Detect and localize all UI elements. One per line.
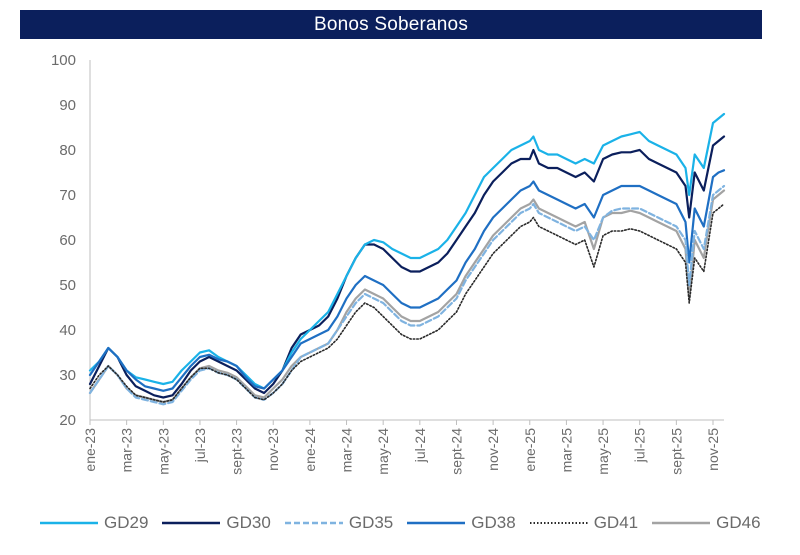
- line-chart: 20 30 40 50 60 70 80 90 100 ene-23 mar-23 may-23 ju…: [51, 52, 726, 475]
- x-tick-label: mar-23: [119, 428, 135, 473]
- x-tick-label: sept-23: [229, 428, 245, 475]
- y-tick-label: 40: [59, 322, 76, 339]
- series-line-gd30: [88, 135, 726, 399]
- legend-swatch: [652, 521, 711, 525]
- y-tick-label: 60: [59, 232, 76, 249]
- x-tick-label: mar-24: [339, 428, 355, 473]
- legend-item-gd38: GD38: [407, 513, 516, 533]
- series-line-gd41: [89, 203, 725, 403]
- legend-item-gd35: GD35: [284, 513, 394, 533]
- x-tick-label: jul-24: [412, 428, 428, 463]
- legend-swatch: [40, 521, 98, 525]
- legend-label: GD30: [226, 513, 271, 532]
- x-tick-label: ene-24: [302, 428, 318, 472]
- x-tick-label: nov-25: [705, 428, 721, 471]
- x-tick-label: sept-25: [668, 428, 684, 475]
- y-tick-label: 20: [59, 412, 76, 429]
- x-tick-label: jul-25: [632, 428, 648, 463]
- legend-swatch: [407, 521, 466, 525]
- series-line-gd46: [88, 189, 726, 404]
- legend: GD29 GD30 GD35 GD38 GD41 GD46: [40, 508, 780, 538]
- legend-label: GD38: [471, 513, 516, 532]
- legend-swatch: [529, 522, 588, 524]
- y-tick-label: 90: [59, 97, 76, 114]
- chart-title: Bonos Soberanos: [20, 10, 762, 39]
- x-tick-label: sept-24: [448, 428, 464, 475]
- x-tick-label: may-25: [595, 428, 611, 475]
- x-axis: ene-23 mar-23 may-23 jul-23 sept-23 nov-23 ene…: [82, 419, 724, 475]
- x-tick-label: jul-23: [192, 428, 208, 463]
- legend-swatch: [162, 521, 221, 525]
- legend-swatch: [284, 521, 343, 525]
- y-axis: 20 30 40 50 60 70 80 90 100: [51, 52, 91, 429]
- legend-item-gd29: GD29: [40, 513, 148, 533]
- y-tick-label: 50: [59, 277, 76, 294]
- x-tick-label: ene-25: [522, 428, 538, 472]
- legend-item-gd46: GD46: [652, 513, 761, 533]
- legend-label: GD29: [104, 513, 149, 532]
- legend-item-gd41: GD41: [529, 513, 639, 533]
- x-tick-label: nov-23: [265, 428, 281, 471]
- x-tick-label: nov-24: [485, 428, 501, 471]
- legend-item-gd30: GD30: [162, 513, 271, 533]
- y-tick-label: 100: [51, 52, 76, 69]
- x-tick-label: mar-25: [558, 428, 574, 473]
- y-tick-label: 30: [59, 367, 76, 384]
- legend-label: GD35: [348, 513, 394, 532]
- legend-label: GD46: [716, 513, 761, 532]
- series-line-gd38: [88, 169, 726, 392]
- x-tick-label: may-24: [375, 428, 391, 475]
- series-lines: [88, 112, 726, 406]
- series-line-gd29: [88, 112, 726, 390]
- legend-label: GD41: [593, 513, 639, 532]
- y-tick-label: 80: [59, 142, 76, 159]
- x-tick-label: ene-23: [82, 428, 98, 472]
- x-tick-label: may-23: [155, 428, 171, 475]
- series-line-gd35: [88, 184, 726, 406]
- y-tick-label: 70: [59, 187, 76, 204]
